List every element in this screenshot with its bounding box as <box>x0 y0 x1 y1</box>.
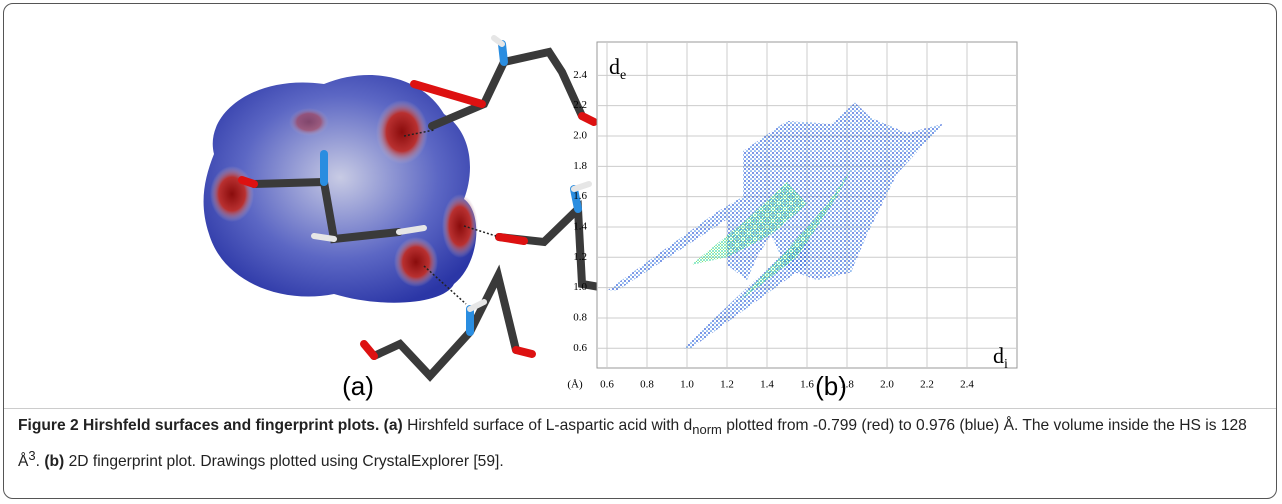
caption-title: Figure 2 Hirshfeld surfaces and fingerpr… <box>18 417 380 434</box>
figure: (a) (b) 0.6 0.8 1.0 1.2 1.4 1.6 1.8 2.0 2.2 2.4 0.… <box>203 35 1018 401</box>
x-axis-label-main: d <box>993 343 1004 368</box>
caption-text: . <box>35 453 40 471</box>
y-tick-label: 1.2 <box>573 251 587 263</box>
y-tick-label: 2.2 <box>573 99 587 111</box>
fingerprint-cloud <box>727 102 943 281</box>
x-tick-label: 1.2 <box>720 379 734 391</box>
caption-sub: norm <box>692 422 722 438</box>
panel-a-label: (a) <box>342 371 374 401</box>
y-axis-label: de <box>609 54 626 83</box>
figure-frame: (a) (b) 0.6 0.8 1.0 1.2 1.4 1.6 1.8 2.0 2.2 2.4 0.… <box>3 3 1277 499</box>
x-tick-label: 1.4 <box>760 379 774 391</box>
x-tick-label: 1.0 <box>680 379 694 391</box>
y-axis-label-sub: e <box>620 68 626 83</box>
x-tick-label: 2.4 <box>960 379 974 391</box>
y-tick-label: 0.6 <box>573 342 587 354</box>
caption-separator <box>4 408 1276 409</box>
x-tick-label: 2.0 <box>880 379 894 391</box>
caption-sup: 3 <box>28 448 36 464</box>
x-axis-label: di <box>993 343 1008 372</box>
fingerprint-spike <box>607 196 743 291</box>
y-tick-label: 1.8 <box>573 160 587 172</box>
x-tick-label: 0.6 <box>600 379 614 391</box>
caption-a-label: (a) <box>383 417 403 434</box>
y-axis-label-main: d <box>609 54 620 79</box>
x-tick-label: 2.2 <box>920 379 934 391</box>
caption-text: plotted from -0.799 (red) to 0.976 (blue… <box>18 417 1247 471</box>
y-tick-label: 0.8 <box>573 311 587 323</box>
caption-text: 2D fingerprint plot. Drawings plotted us… <box>68 453 504 471</box>
caption: Figure 2 Hirshfeld surfaces and fingerpr… <box>18 413 1268 475</box>
caption-text: Hirshfeld surface of L-aspartic acid wit… <box>407 417 693 434</box>
y-tick-label: 1.0 <box>573 281 587 293</box>
fingerprint-dense <box>691 181 807 265</box>
panel-b-label: (b) <box>815 371 847 401</box>
x-tick-label: 0.8 <box>640 379 654 391</box>
caption-b-label: (b) <box>44 453 65 471</box>
hirshfeld-illustration <box>203 35 673 382</box>
y-tick-label: 1.6 <box>573 190 587 202</box>
x-tick-label: 1.6 <box>800 379 814 391</box>
x-axis-unit: (Å) <box>567 379 583 391</box>
y-tick-label: 1.4 <box>573 221 587 233</box>
y-tick-label: 2.4 <box>573 69 587 81</box>
y-tick-label: 2.0 <box>573 130 587 142</box>
x-tick-label: 1.8 <box>840 379 854 391</box>
x-axis-label-sub: i <box>1004 357 1008 372</box>
